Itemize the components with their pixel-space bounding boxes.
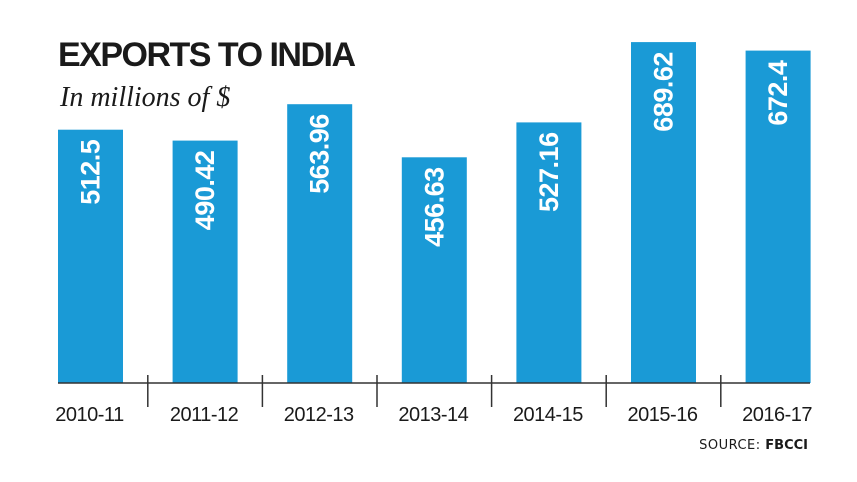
bar-2011-12: [172, 140, 238, 383]
source-note: SOURCE: FBCCI: [699, 438, 808, 453]
bar-2015-16: [631, 42, 696, 383]
x-axis-ticks: 2010-11 2011-12 2012-13 2013-14 2014-15 2015-…: [55, 375, 813, 426]
bar-value-label: 672.4: [763, 60, 793, 126]
bar-value-label: 563.96: [305, 114, 335, 194]
chart-title: EXPORTS TO INDIA: [58, 36, 355, 74]
bars-group: 512.5 490.42 563.96 456.63 527.16 689.62 672.4: [58, 42, 811, 384]
bar-2010-11: [58, 129, 123, 383]
source-name: FBCCI: [765, 438, 808, 453]
x-tick-label: 2012-13: [284, 404, 354, 426]
bar-value-label: 689.62: [649, 52, 679, 132]
x-tick-label: 2010-11: [55, 404, 124, 426]
bar-2013-14: [401, 157, 467, 383]
x-tick-label: 2013-14: [398, 404, 468, 426]
bar-2014-15: [516, 122, 582, 384]
bar-2012-13: [287, 104, 353, 383]
source-prefix: SOURCE:: [699, 438, 765, 453]
bar-value-label: 527.16: [534, 132, 564, 212]
x-tick-label: 2011-12: [170, 404, 239, 426]
bar-value-label: 512.5: [76, 139, 106, 205]
bar-value-label: 456.63: [419, 167, 449, 247]
bar-2016-17: [745, 50, 811, 383]
x-tick-label: 2016-17: [742, 404, 812, 426]
x-tick-label: 2014-15: [513, 404, 583, 426]
bar-value-label: 490.42: [190, 151, 220, 231]
chart-subtitle: In millions of $: [59, 82, 230, 113]
x-tick-label: 2015-16: [628, 404, 698, 426]
